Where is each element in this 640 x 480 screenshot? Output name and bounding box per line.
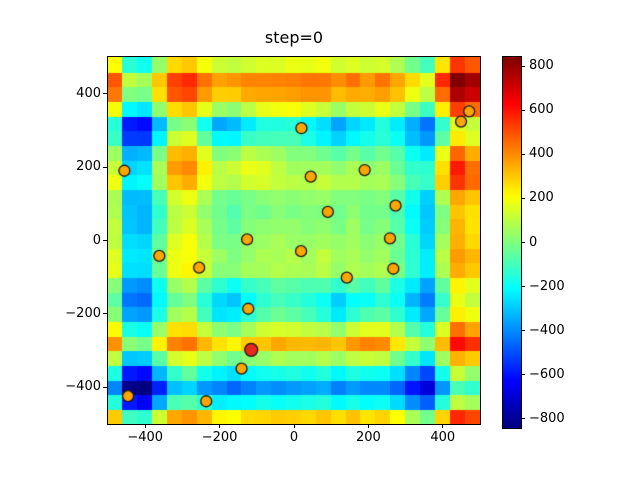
colorbar-tick — [521, 242, 525, 243]
x-axis-tick — [144, 424, 146, 428]
y-axis-tick-label: 400 — [76, 85, 101, 101]
y-axis-tick — [103, 166, 107, 168]
colorbar-tick-label: 200 — [529, 190, 554, 206]
colorbar-tick-label: 600 — [529, 102, 554, 118]
colorbar-tick-label: 400 — [529, 146, 554, 162]
plot-area — [107, 56, 481, 425]
colorbar-tick — [521, 109, 525, 111]
colorbar-tick — [521, 286, 525, 288]
x-axis-tick — [293, 424, 295, 428]
colorbar-tick — [521, 418, 525, 420]
y-axis-tick — [103, 386, 107, 388]
y-axis-tick-label: −200 — [65, 305, 101, 321]
y-axis-tick-label: −400 — [65, 379, 101, 395]
colorbar-tick-label: −600 — [529, 366, 565, 382]
x-axis-tick-label: −400 — [127, 430, 164, 445]
colorbar-tick — [521, 374, 525, 376]
y-axis-tick — [103, 313, 107, 315]
y-axis-tick-label: 200 — [76, 159, 101, 175]
colorbar-tick-label: 0 — [529, 234, 538, 250]
plot-title: step=0 — [264, 28, 324, 47]
colorbar-tick-label: 800 — [529, 58, 554, 74]
colorbar — [502, 56, 522, 429]
colorbar-canvas — [503, 57, 521, 428]
x-axis-tick — [219, 424, 221, 428]
x-axis-tick-label: 400 — [430, 430, 456, 445]
y-axis-tick-label: 0 — [92, 232, 101, 248]
y-axis-tick — [103, 93, 107, 95]
colorbar-tick — [521, 197, 525, 199]
heatmap-canvas — [108, 57, 480, 424]
colorbar-tick-label: −800 — [529, 410, 565, 426]
y-axis-tick — [103, 240, 107, 241]
colorbar-tick-label: −200 — [529, 278, 565, 294]
colorbar-tick — [521, 153, 525, 155]
x-axis-tick — [442, 424, 444, 428]
x-axis-tick-label: 0 — [289, 430, 299, 445]
x-axis-tick-label: 200 — [355, 430, 381, 445]
colorbar-tick — [521, 330, 525, 332]
colorbar-tick — [521, 65, 525, 67]
x-axis-tick-label: −200 — [201, 430, 238, 445]
x-axis-tick — [367, 424, 369, 428]
colorbar-tick-label: −400 — [529, 322, 565, 338]
